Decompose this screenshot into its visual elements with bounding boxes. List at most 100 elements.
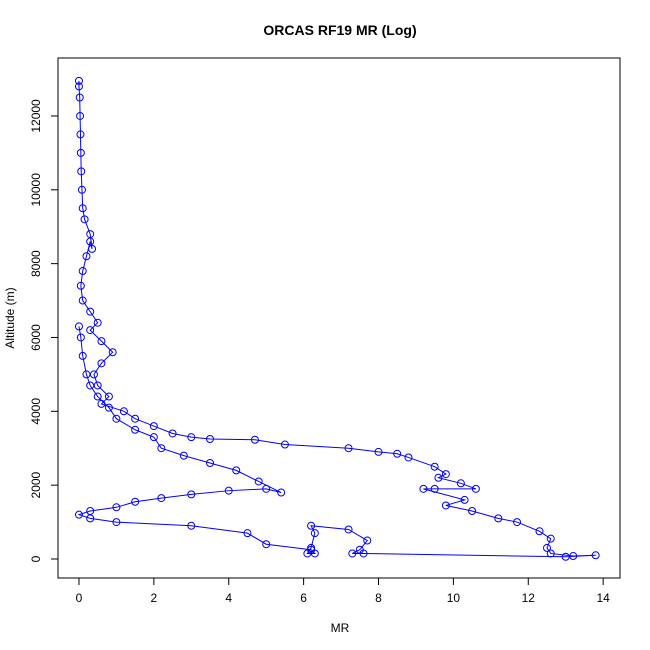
point xyxy=(471,484,480,493)
point xyxy=(243,529,252,538)
point xyxy=(262,540,271,549)
point xyxy=(157,494,166,503)
point xyxy=(441,470,450,479)
point xyxy=(187,490,196,499)
point xyxy=(76,130,85,139)
point xyxy=(277,488,286,497)
point xyxy=(86,326,95,335)
point xyxy=(74,510,83,519)
x-tick-label: 0 xyxy=(76,591,83,605)
y-tick-label: 4000 xyxy=(29,398,43,425)
point xyxy=(250,435,259,444)
point xyxy=(119,407,128,416)
series-line xyxy=(77,80,596,558)
point xyxy=(344,525,353,534)
point xyxy=(74,82,83,91)
point xyxy=(78,351,87,360)
point xyxy=(535,527,544,536)
y-tick-label: 12000 xyxy=(29,99,43,133)
point xyxy=(206,458,215,467)
point xyxy=(86,506,95,515)
point xyxy=(280,440,289,449)
point xyxy=(224,486,233,495)
point xyxy=(262,484,271,493)
point xyxy=(441,501,450,510)
point xyxy=(494,514,503,523)
point xyxy=(460,495,469,504)
point xyxy=(430,462,439,471)
point xyxy=(374,447,383,456)
point xyxy=(434,473,443,482)
point xyxy=(97,359,106,368)
x-tick-label: 8 xyxy=(375,591,382,605)
point xyxy=(179,451,188,460)
point xyxy=(363,536,372,545)
point xyxy=(232,466,241,475)
point xyxy=(112,414,121,423)
point xyxy=(468,506,477,515)
point xyxy=(430,484,439,493)
x-tick-label: 10 xyxy=(447,591,461,605)
point xyxy=(86,381,95,390)
y-tick-label: 10000 xyxy=(29,173,43,207)
point xyxy=(561,552,570,561)
point xyxy=(93,392,102,401)
point xyxy=(355,545,364,554)
x-tick-label: 6 xyxy=(300,591,307,605)
point xyxy=(78,296,87,305)
point xyxy=(78,267,87,276)
point xyxy=(76,333,85,342)
point xyxy=(591,551,600,560)
point xyxy=(168,429,177,438)
x-tick-label: 4 xyxy=(225,591,232,605)
point xyxy=(82,252,91,261)
y-axis-label: Altitude (m) xyxy=(3,287,17,348)
point xyxy=(97,399,106,408)
point xyxy=(307,545,316,554)
point xyxy=(254,477,263,486)
point xyxy=(131,414,140,423)
point xyxy=(82,370,91,379)
point xyxy=(108,348,117,357)
point xyxy=(86,307,95,316)
point xyxy=(75,93,84,102)
point xyxy=(206,435,215,444)
point xyxy=(542,543,551,552)
point xyxy=(80,215,89,224)
point xyxy=(310,529,319,538)
point xyxy=(112,518,121,527)
point xyxy=(513,518,522,527)
point xyxy=(404,453,413,462)
point xyxy=(546,534,555,543)
point xyxy=(131,497,140,506)
point xyxy=(112,503,121,512)
y-tick-label: 0 xyxy=(29,555,43,562)
point xyxy=(187,433,196,442)
point xyxy=(97,337,106,346)
point xyxy=(131,425,140,434)
plot-frame xyxy=(57,57,621,579)
point xyxy=(88,244,97,253)
point xyxy=(104,392,113,401)
point xyxy=(307,521,316,530)
point xyxy=(546,549,555,558)
point xyxy=(187,521,196,530)
point xyxy=(77,185,86,194)
point xyxy=(157,444,166,453)
point xyxy=(149,422,158,431)
point xyxy=(344,444,353,453)
point xyxy=(86,237,95,246)
point xyxy=(104,403,113,412)
point xyxy=(149,433,158,442)
chart-title: ORCAS RF19 MR (Log) xyxy=(263,22,416,38)
point xyxy=(78,204,87,213)
point xyxy=(419,484,428,493)
point xyxy=(569,552,578,561)
point xyxy=(76,111,85,120)
point xyxy=(74,76,83,85)
y-tick-label: 8000 xyxy=(29,250,43,277)
x-tick-label: 12 xyxy=(522,591,536,605)
point xyxy=(77,167,86,176)
